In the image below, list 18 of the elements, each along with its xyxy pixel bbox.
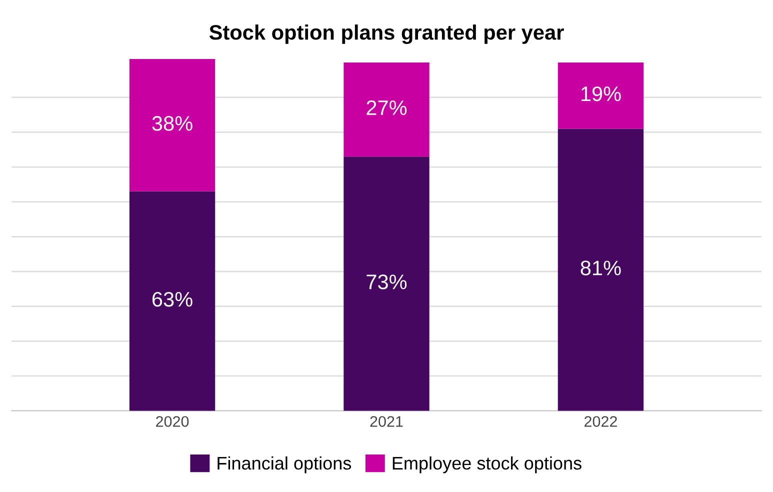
bar — [344, 62, 430, 157]
legend-label: Financial options — [218, 456, 352, 474]
bar — [344, 156, 430, 411]
data-label: 63% — [152, 292, 192, 307]
bar — [129, 59, 216, 192]
chart-title: Stock option plans granted per year — [209, 24, 564, 44]
bar — [558, 128, 644, 411]
data-label: 38% — [152, 116, 192, 131]
x-tick-label: 2021 — [370, 416, 403, 427]
x-tick-label: 2022 — [584, 416, 617, 427]
data-label: 27% — [366, 100, 407, 116]
x-tick-label: 2020 — [156, 416, 189, 427]
data-label: 19% — [581, 86, 621, 102]
legend-label: Employee stock options — [392, 456, 582, 474]
bar — [129, 191, 216, 411]
bar — [558, 62, 644, 129]
data-label: 73% — [366, 274, 407, 290]
data-label: 81% — [580, 260, 621, 276]
